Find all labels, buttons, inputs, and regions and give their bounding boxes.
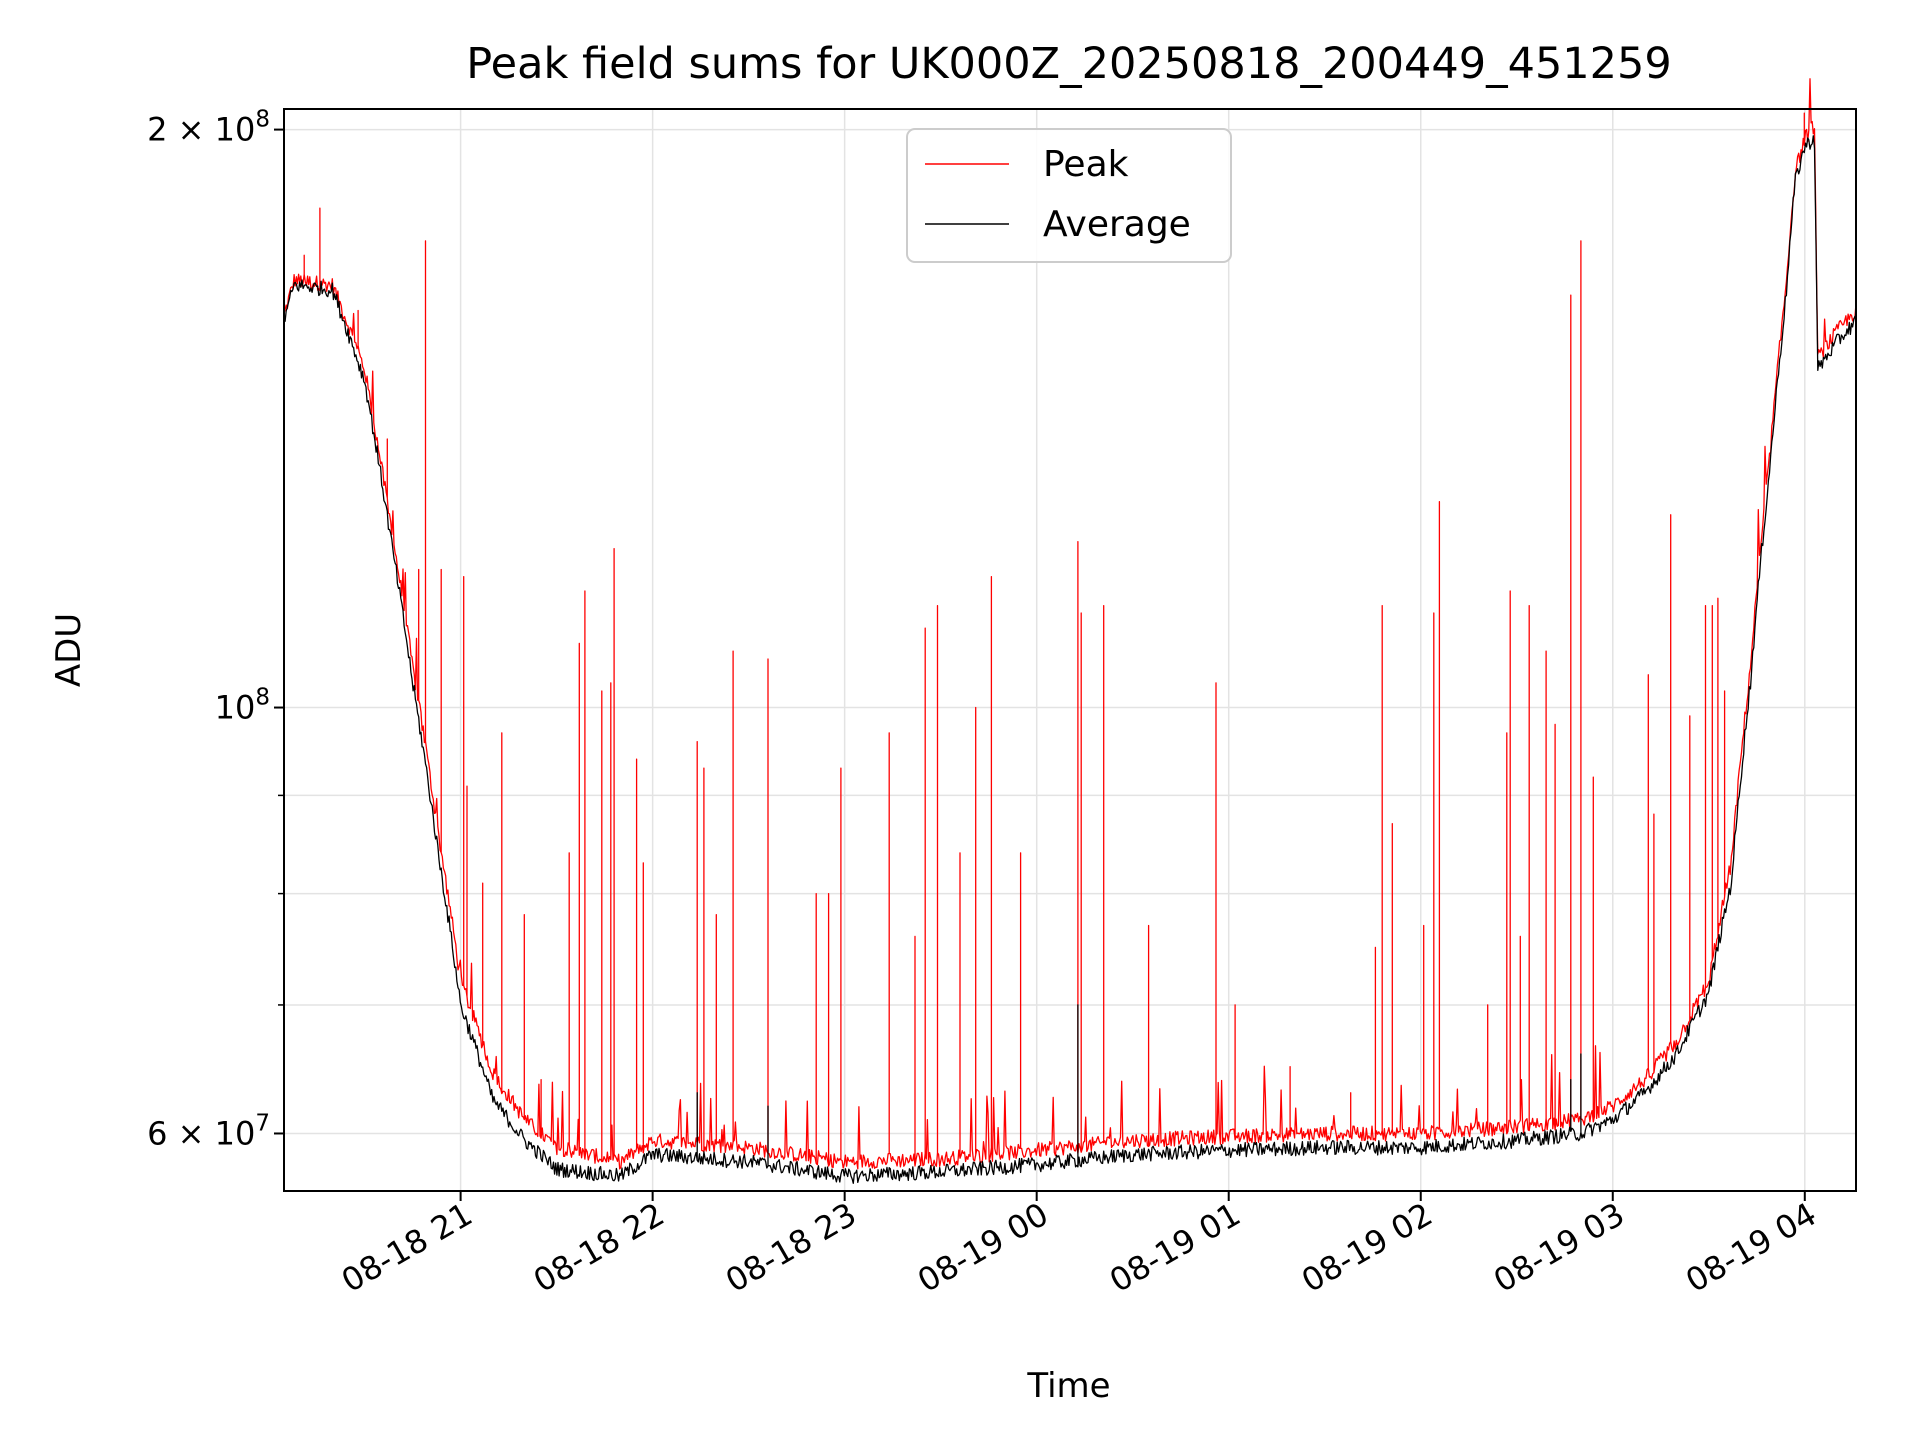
legend: Peak Average xyxy=(906,128,1232,263)
y-tick-label: 108 xyxy=(215,685,270,727)
y-tick-label: 6 × 107 xyxy=(147,1110,270,1152)
y-axis: 6 × 107 108 2 × 108 xyxy=(147,107,284,1152)
y-axis-label: ADU xyxy=(49,613,89,687)
series-group xyxy=(283,78,1857,1184)
legend-box xyxy=(906,128,1232,263)
plot-frame xyxy=(283,108,1857,1192)
legend-label-peak: Peak xyxy=(1043,144,1129,185)
series-line-peak xyxy=(283,78,1857,1170)
x-axis-label: Time xyxy=(1026,1366,1110,1406)
y-tick-label: 2 × 108 xyxy=(147,107,270,149)
series-line-average xyxy=(283,135,1857,1184)
legend-label-average: Average xyxy=(1043,204,1191,245)
chart-title: Peak field sums for UK000Z_20250818_2004… xyxy=(466,39,1672,89)
